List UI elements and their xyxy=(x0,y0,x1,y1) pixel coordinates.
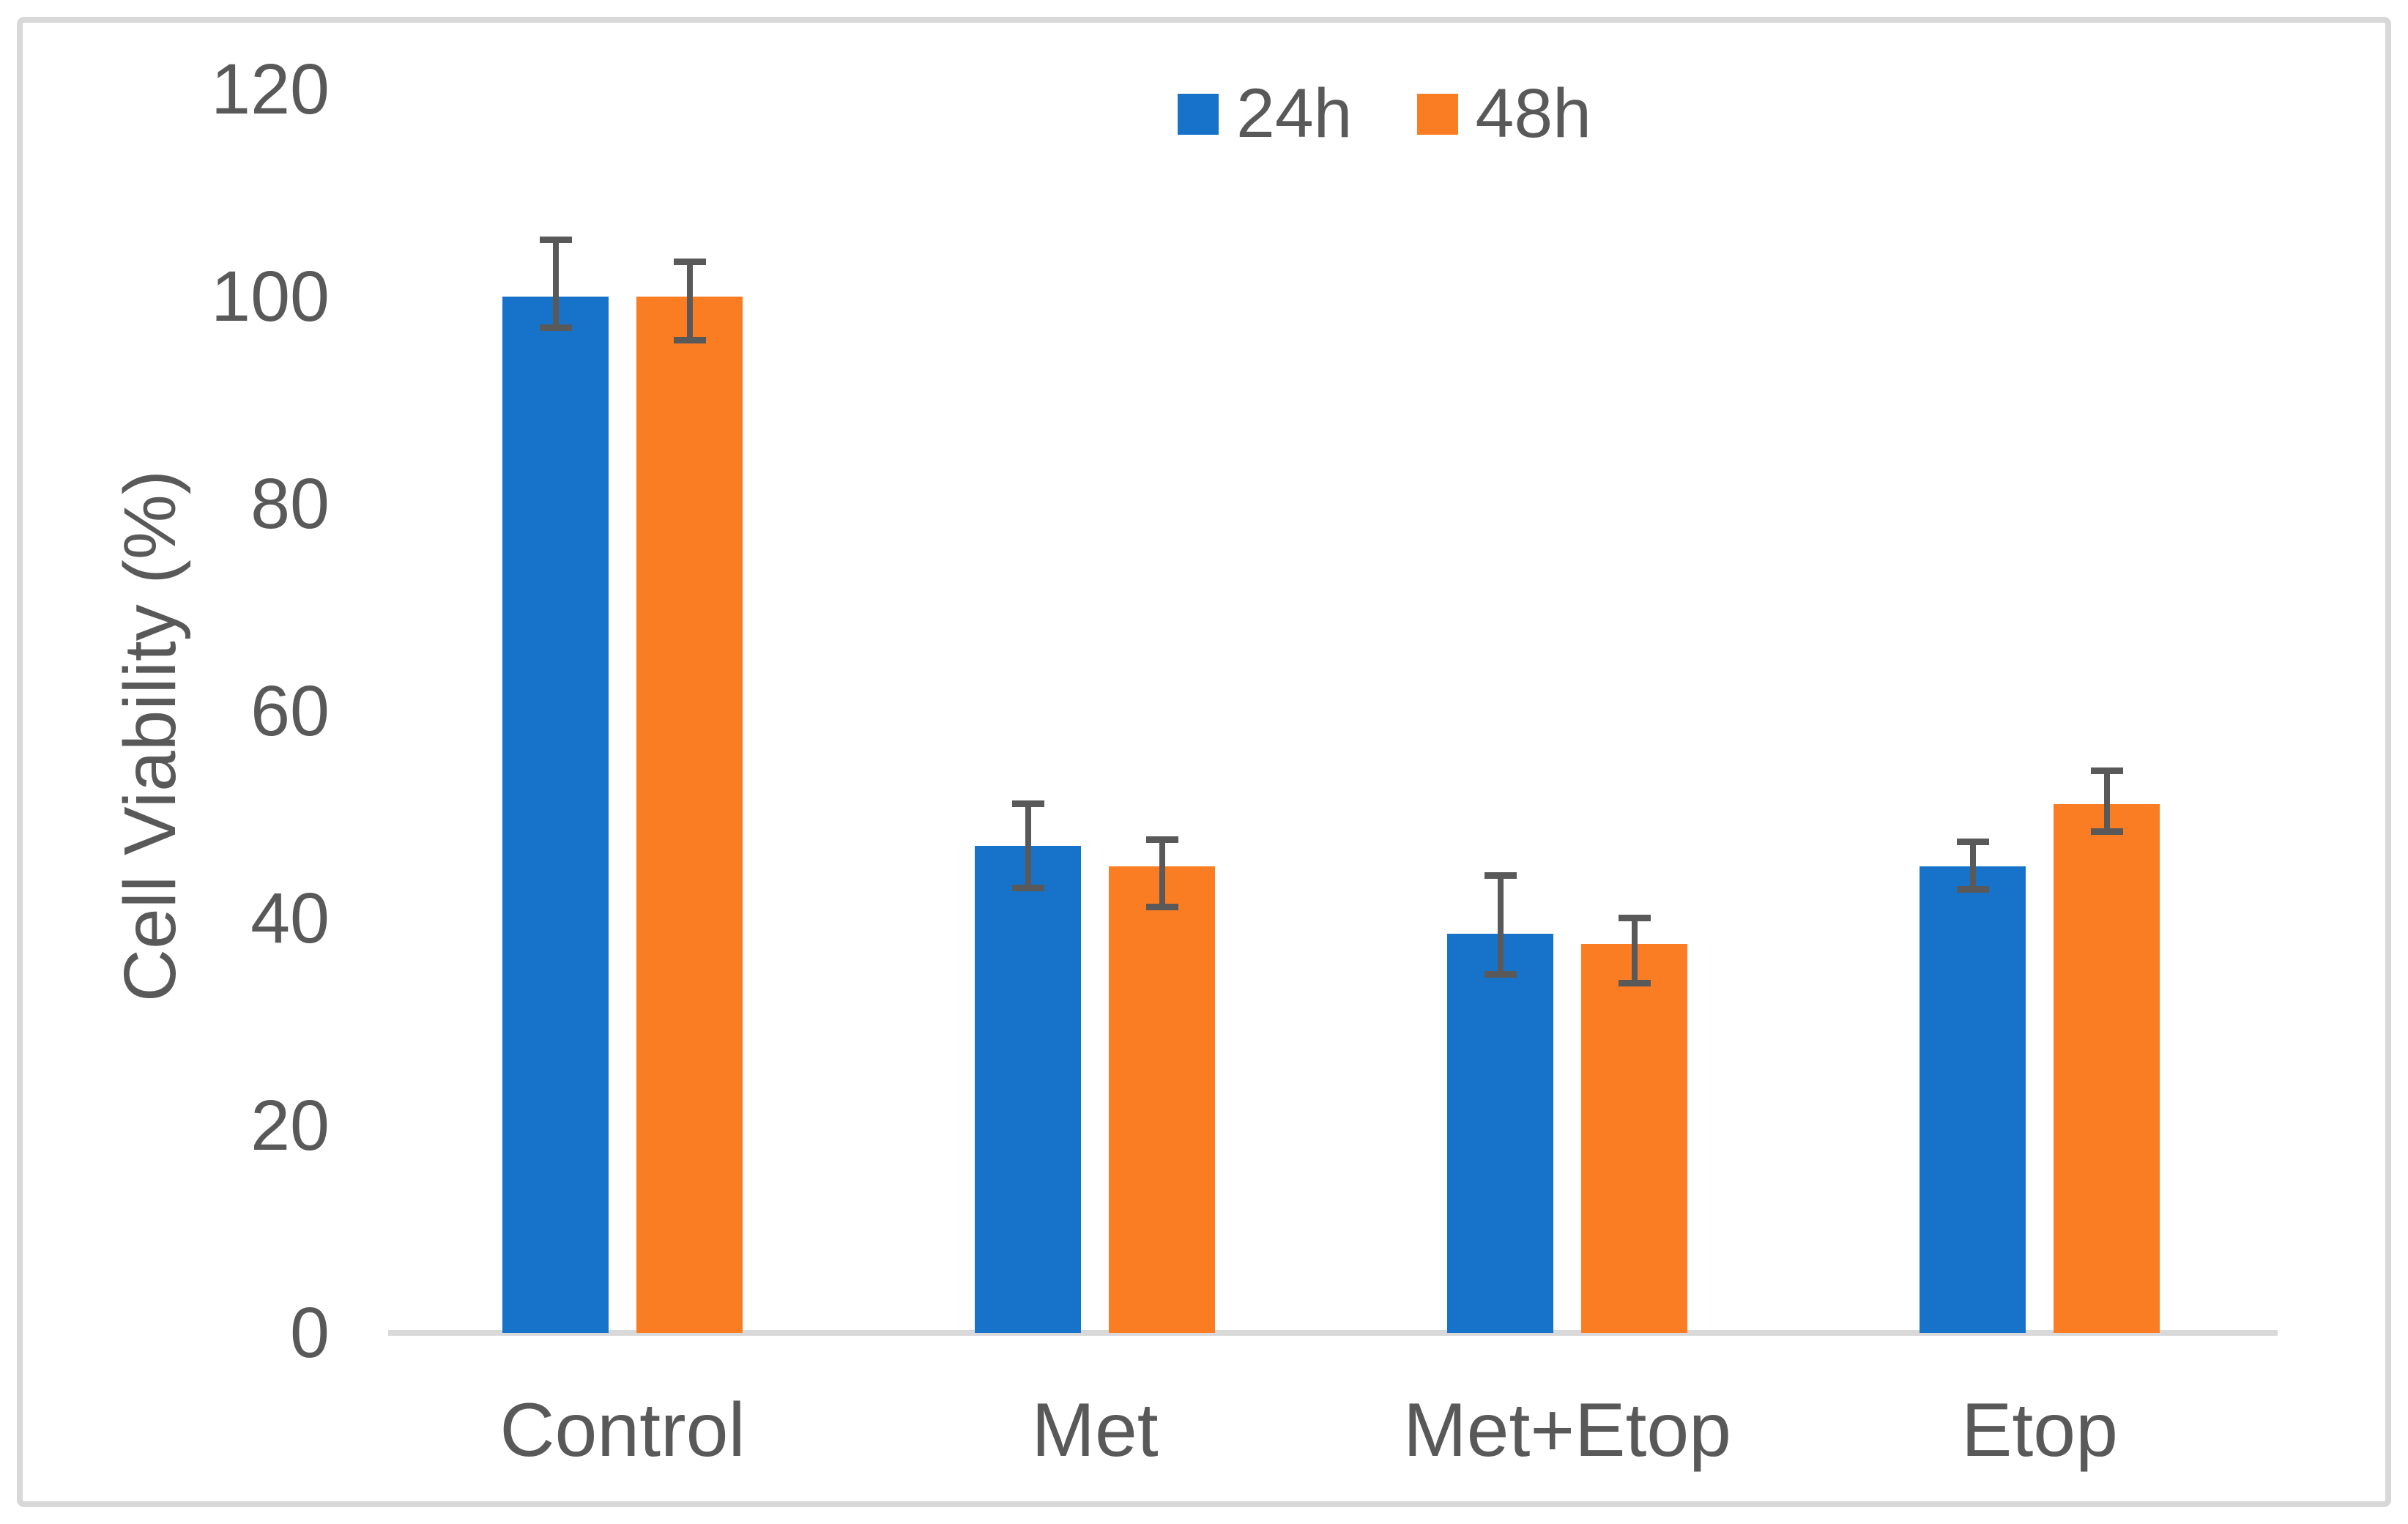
error-bar-cap-top-24h-Met+Etop xyxy=(1484,871,1517,879)
legend-label-24h: 24h xyxy=(1236,75,1353,152)
bar-24h-Met+Etop xyxy=(1447,934,1553,1333)
y-tick-label: 0 xyxy=(290,1293,330,1372)
error-bar-line-24h-Etop xyxy=(1969,841,1976,890)
y-tick-label: 120 xyxy=(211,49,330,129)
error-bar-line-24h-Met xyxy=(1025,803,1031,888)
error-bar-cap-top-48h-Met xyxy=(1145,836,1178,844)
x-category-label: Etop xyxy=(1961,1388,2118,1473)
y-tick-label: 60 xyxy=(250,671,330,751)
error-bar-line-24h-Met+Etop xyxy=(1497,874,1504,975)
y-tick-label: 100 xyxy=(211,256,330,336)
legend-item-24h: 24h xyxy=(1178,79,1353,149)
error-bar-cap-bottom-48h-Etop xyxy=(2090,828,2123,836)
error-bar-cap-bottom-24h-Met xyxy=(1011,884,1044,891)
error-bar-cap-bottom-48h-Met xyxy=(1145,904,1178,911)
error-bar-cap-top-24h-Control xyxy=(539,237,572,244)
legend: 24h 48h xyxy=(1178,79,1591,149)
legend-swatch-48h-icon xyxy=(1416,93,1458,135)
bar-24h-Etop xyxy=(1920,866,2026,1333)
y-tick-label: 20 xyxy=(250,1085,330,1165)
bar-24h-Met xyxy=(975,845,1081,1333)
error-bar-cap-bottom-24h-Control xyxy=(539,324,572,332)
error-bar-cap-top-24h-Met xyxy=(1011,800,1044,807)
legend-label-48h: 48h xyxy=(1475,75,1592,152)
error-bar-cap-top-48h-Etop xyxy=(2090,767,2123,774)
bar-24h-Control xyxy=(502,297,609,1333)
legend-item-48h: 48h xyxy=(1416,75,1592,152)
error-bar-cap-top-48h-Control xyxy=(673,258,706,265)
x-category-label: Control xyxy=(499,1388,746,1473)
error-bar-cap-bottom-48h-Met+Etop xyxy=(1618,979,1651,986)
error-bar-cap-bottom-48h-Control xyxy=(673,337,706,344)
bar-48h-Etop xyxy=(2054,804,2160,1333)
error-bar-line-48h-Control xyxy=(686,261,693,341)
legend-swatch-24h-icon xyxy=(1178,93,1219,135)
x-category-label: Met xyxy=(1031,1388,1159,1473)
error-bar-cap-top-48h-Met+Etop xyxy=(1618,914,1651,921)
error-bar-line-48h-Met xyxy=(1159,839,1165,907)
y-tick-label: 40 xyxy=(250,878,330,958)
error-bar-cap-bottom-24h-Met+Etop xyxy=(1484,971,1517,978)
x-category-label: Met+Etop xyxy=(1402,1388,1732,1473)
bar-48h-Met+Etop xyxy=(1581,944,1687,1333)
error-bar-cap-top-24h-Etop xyxy=(1956,839,1989,846)
error-bar-cap-bottom-24h-Etop xyxy=(1956,886,1989,893)
error-bar-line-48h-Met+Etop xyxy=(1631,917,1638,983)
error-bar-line-48h-Etop xyxy=(2103,770,2110,832)
bar-48h-Control xyxy=(636,297,743,1333)
x-axis-line xyxy=(388,1330,2278,1336)
error-bar-line-24h-Control xyxy=(552,239,559,328)
bar-48h-Met xyxy=(1109,866,1215,1333)
y-tick-label: 80 xyxy=(250,464,330,543)
